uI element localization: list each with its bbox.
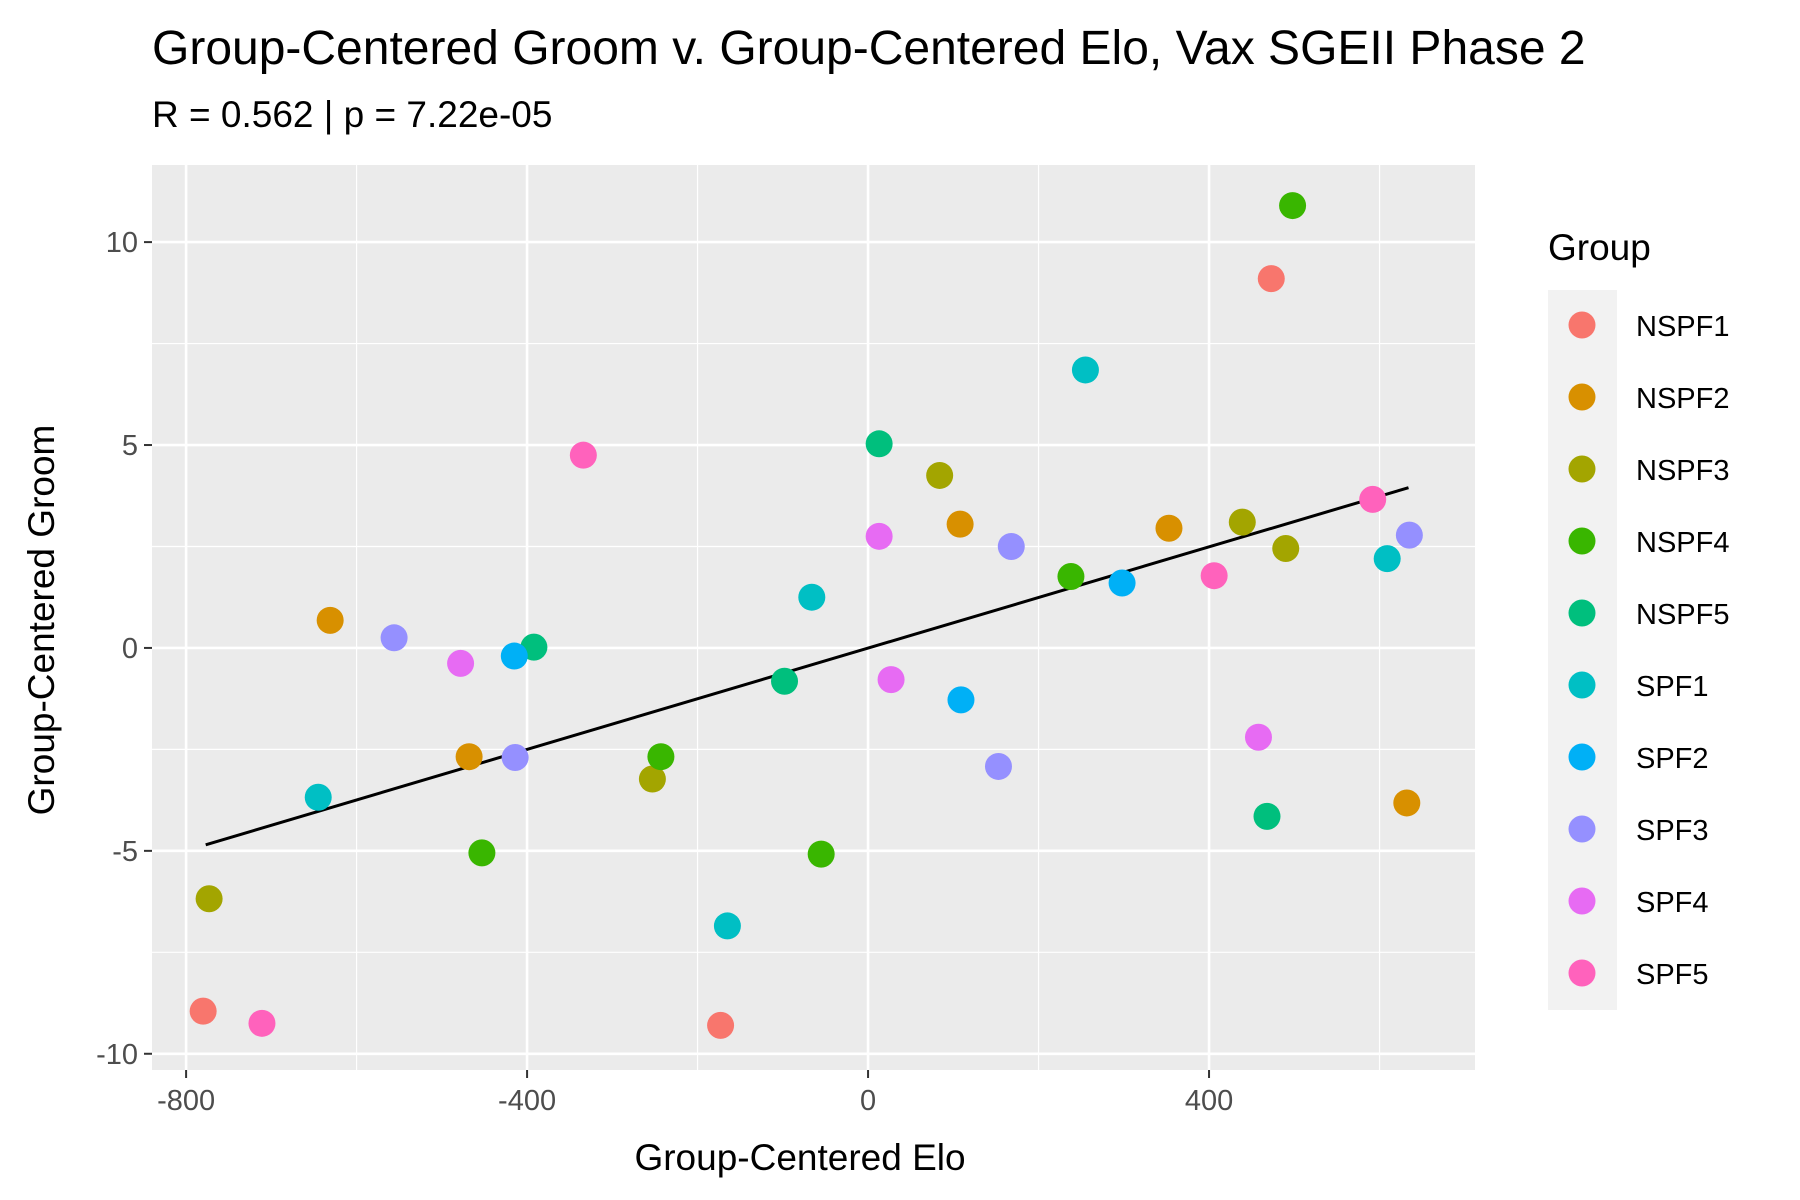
legend-key-nspf3	[1568, 455, 1596, 483]
data-point-spf3	[380, 624, 408, 652]
data-point-nspf5	[1253, 802, 1281, 830]
legend-label: SPF2	[1636, 743, 1709, 775]
legend: NSPF1 NSPF2 NSPF3 NSPF4 NSPF5 SPF1 SPF2 SPF3 SPF…	[1568, 311, 1729, 991]
data-point-nspf1	[1257, 265, 1285, 293]
y-tick-label: -10	[96, 1039, 138, 1071]
legend-label: SPF5	[1636, 959, 1709, 991]
chart-subtitle: R = 0.562 | p = 7.22e-05	[152, 94, 552, 135]
y-tick-label: 0	[122, 633, 138, 665]
data-point-spf1	[798, 583, 826, 611]
legend-key-spf1	[1568, 671, 1596, 699]
y-tick-label: 5	[122, 430, 138, 462]
data-point-nspf5	[771, 667, 799, 695]
data-point-spf5	[248, 1009, 276, 1037]
plot-panel	[152, 165, 1475, 1070]
legend-label: SPF3	[1636, 815, 1709, 847]
legend-label: NSPF2	[1636, 383, 1729, 415]
chart-title: Group-Centered Groom v. Group-Centered E…	[152, 22, 1586, 75]
legend-key-spf2	[1568, 743, 1596, 771]
data-point-nspf2	[1155, 514, 1183, 542]
data-point-spf4	[865, 522, 893, 550]
data-point-spf3	[997, 532, 1025, 560]
x-tick-label: -400	[498, 1085, 556, 1117]
data-point-spf4	[877, 666, 905, 694]
data-point-nspf4	[647, 743, 675, 771]
data-point-nspf2	[316, 606, 344, 634]
data-point-nspf2	[455, 743, 483, 771]
legend-key-spf4	[1568, 887, 1596, 915]
x-tick-label: 0	[860, 1085, 876, 1117]
data-point-nspf4	[1279, 192, 1307, 220]
data-point-nspf5	[865, 430, 893, 458]
data-point-nspf1	[707, 1011, 735, 1039]
data-point-spf1	[304, 783, 332, 811]
data-point-nspf2	[1393, 789, 1421, 817]
data-point-nspf3	[1272, 535, 1300, 563]
data-point-nspf4	[1057, 563, 1085, 591]
legend-label: SPF4	[1636, 887, 1709, 919]
data-point-nspf3	[926, 461, 954, 489]
legend-label: NSPF3	[1636, 455, 1729, 487]
x-axis: -800 -400 0 400	[157, 1070, 1233, 1117]
legend-label: NSPF4	[1636, 527, 1729, 559]
legend-title: Group	[1548, 227, 1651, 268]
data-point-spf4	[1244, 723, 1272, 751]
legend-key-nspf1	[1568, 311, 1596, 339]
data-point-nspf3	[195, 885, 223, 913]
data-point-spf1	[713, 912, 741, 940]
legend-key-spf5	[1568, 959, 1596, 987]
legend-label: NSPF1	[1636, 311, 1729, 343]
data-point-spf5	[1200, 562, 1228, 590]
trend-line	[205, 486, 1409, 847]
data-point-spf4	[447, 649, 475, 677]
data-point-nspf3	[1228, 508, 1256, 536]
data-point-spf3	[984, 752, 1012, 780]
x-tick-label: -800	[157, 1085, 215, 1117]
data-point-spf5	[569, 441, 597, 469]
data-point-spf5	[1359, 485, 1387, 513]
x-axis-title: Group-Centered Elo	[634, 1137, 965, 1178]
data-point-spf3	[1395, 521, 1423, 549]
data-point-spf2	[947, 686, 975, 714]
legend-label: SPF1	[1636, 671, 1709, 703]
legend-key-nspf5	[1568, 599, 1596, 627]
minor-gridlines	[152, 165, 1475, 1070]
legend-label: NSPF5	[1636, 599, 1729, 631]
data-point-spf3	[501, 744, 529, 772]
data-point-spf2	[500, 642, 528, 670]
legend-key-nspf2	[1568, 383, 1596, 411]
data-points	[189, 192, 1423, 1039]
data-point-nspf3	[638, 765, 666, 793]
legend-key-nspf4	[1568, 527, 1596, 555]
y-tick-label: 10	[106, 227, 138, 259]
data-point-nspf2	[946, 510, 974, 538]
y-tick-label: -5	[112, 836, 138, 868]
data-point-spf2	[1108, 569, 1136, 597]
x-tick-label: 400	[1185, 1085, 1233, 1117]
data-point-spf1	[1071, 356, 1099, 384]
data-point-nspf4	[807, 840, 835, 868]
legend-key-spf3	[1568, 815, 1596, 843]
y-axis: -10 -5 0 5 10	[96, 227, 152, 1071]
data-point-nspf4	[468, 839, 496, 867]
trend-line-layer	[205, 486, 1409, 847]
y-axis-title: Group-Centered Groom	[21, 425, 62, 816]
data-point-spf1	[1373, 545, 1401, 573]
data-point-nspf1	[189, 997, 217, 1025]
